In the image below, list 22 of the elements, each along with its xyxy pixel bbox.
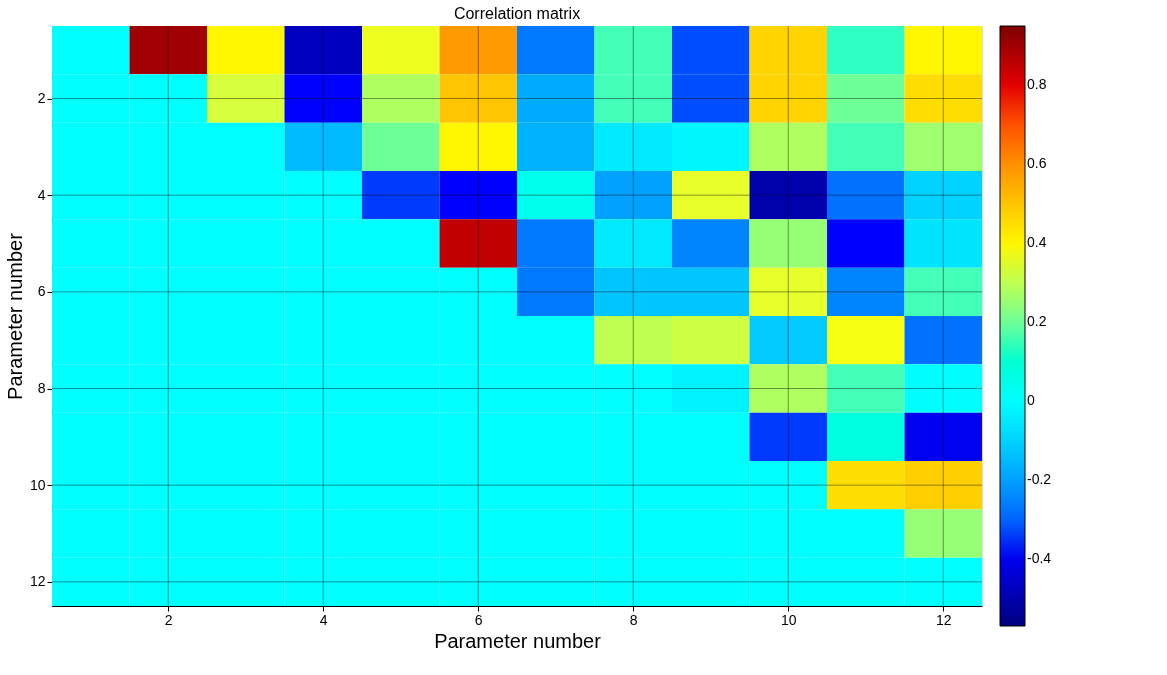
color-bar-label: 0.4 xyxy=(1027,234,1047,251)
color-bar-label: -0.2 xyxy=(1027,470,1052,487)
color-bar-label: -0.4 xyxy=(1027,549,1052,566)
x-tick-label: 12 xyxy=(935,611,952,628)
x-tick-label: 4 xyxy=(319,611,328,628)
y-tick-label: 4 xyxy=(37,186,46,203)
x-tick-label: 6 xyxy=(474,611,483,628)
x-tick-label: 2 xyxy=(164,611,173,628)
y-tick-label: 12 xyxy=(29,573,46,590)
y-axis-title: Parameter number xyxy=(3,232,26,400)
y-tick-label: 10 xyxy=(29,476,46,493)
color-bar-label: 0 xyxy=(1027,392,1035,408)
color-bar-label: 0.2 xyxy=(1027,313,1047,330)
color-bar-label: 0.6 xyxy=(1027,155,1047,172)
x-axis-title: Parameter number xyxy=(434,629,602,652)
chart-title: Correlation matrix xyxy=(453,4,581,22)
x-tick-label: 8 xyxy=(629,611,638,628)
color-bar-label: 0.8 xyxy=(1027,76,1047,93)
y-tick-label: 2 xyxy=(37,90,46,106)
y-tick-label: 8 xyxy=(37,380,46,396)
y-tick-label: 6 xyxy=(37,283,46,300)
x-tick-label: 10 xyxy=(780,611,797,628)
